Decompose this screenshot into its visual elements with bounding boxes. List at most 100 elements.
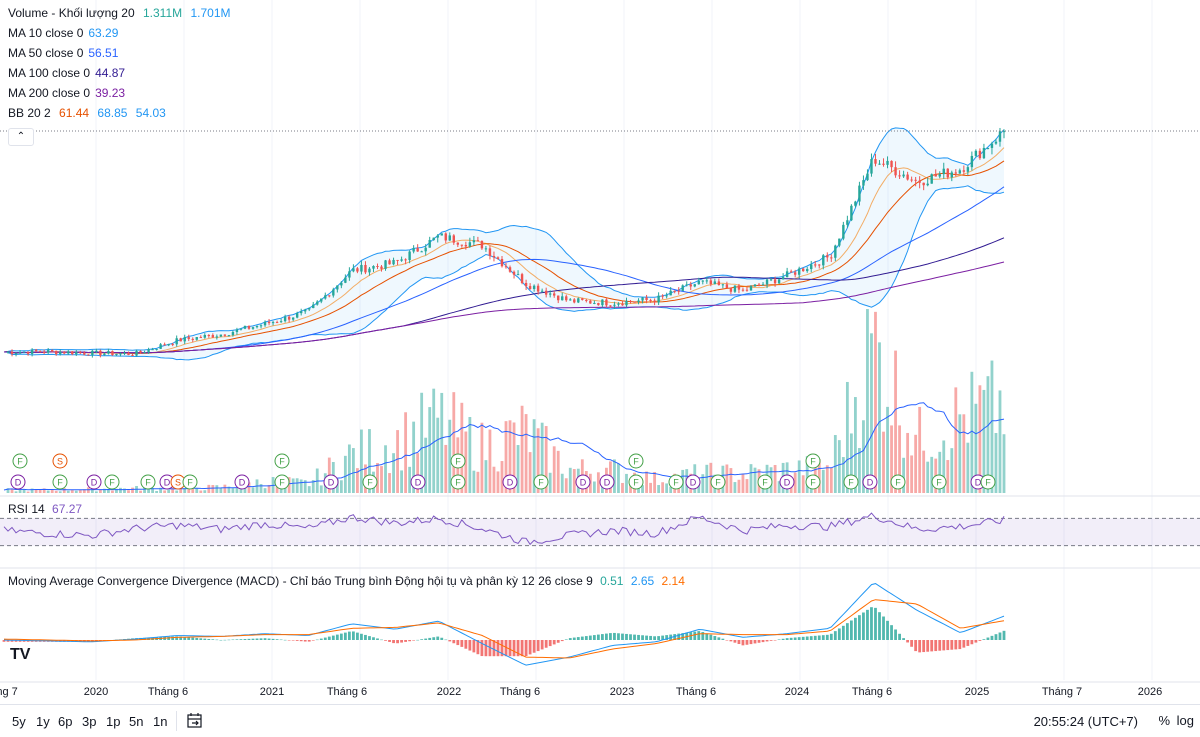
- candle-body: [609, 305, 612, 307]
- timezone-clock[interactable]: 20:55:24 (UTC+7): [1033, 714, 1138, 729]
- macd-histogram-bar: [392, 640, 395, 644]
- macd-histogram-bar: [773, 640, 777, 641]
- macd-histogram-bar: [777, 639, 781, 640]
- volume-bar: [661, 482, 665, 493]
- volume-bar: [504, 421, 508, 493]
- candle-body: [476, 240, 480, 242]
- macd-histogram-bar: [805, 636, 809, 640]
- volume-bar: [159, 487, 163, 493]
- macd-histogram-bar: [384, 640, 387, 641]
- event-marker-dividend: [323, 474, 339, 490]
- macd-histogram-bar: [18, 640, 22, 642]
- chart-canvas[interactable]: DF SF D F F D S F DFF D F DFF D F D DFF F D F F DFF F D F F D F: [0, 0, 1200, 704]
- candle-body: [1002, 131, 1006, 133]
- candle-body: [372, 266, 375, 269]
- candle-body: [986, 147, 990, 149]
- volume-bar: [886, 406, 889, 493]
- legend-collapse-button[interactable]: ⌃: [8, 128, 34, 146]
- macd-histogram-bar: [488, 640, 492, 657]
- macd-histogram-bar: [307, 640, 311, 642]
- macd-histogram-bar: [617, 633, 620, 640]
- macd-histogram-bar: [998, 632, 1002, 640]
- candle-body: [175, 338, 178, 345]
- candle-body: [500, 258, 504, 267]
- macd-histogram-bar: [596, 634, 600, 640]
- macd-histogram-bar: [588, 635, 592, 640]
- range-1n-button[interactable]: 1n: [153, 714, 168, 729]
- range-5y-button[interactable]: 5y: [12, 714, 26, 729]
- range-3p-button[interactable]: 3p: [82, 714, 97, 729]
- macd-histogram-bar: [890, 625, 893, 640]
- volume-bar: [98, 489, 102, 493]
- volume-bar: [797, 460, 801, 493]
- candle-body: [536, 285, 540, 292]
- volume-bar: [376, 463, 379, 493]
- legend-ma50-value: 56.51: [88, 46, 119, 60]
- macd-histogram-bar: [323, 637, 327, 640]
- macd-histogram-bar: [351, 631, 355, 640]
- macd-histogram-bar: [954, 640, 958, 650]
- volume-bar: [954, 387, 958, 493]
- range-5n-button[interactable]: 5n: [129, 714, 144, 729]
- candle-body: [842, 224, 845, 239]
- range-1p-button[interactable]: 1p: [106, 714, 121, 729]
- candle-body: [705, 280, 709, 282]
- candle-body: [348, 271, 351, 278]
- macd-histogram-bar: [958, 640, 962, 650]
- candle-body: [492, 255, 496, 258]
- volume-bar: [950, 448, 954, 493]
- candle-body: [259, 325, 263, 327]
- volume-bar: [962, 414, 966, 493]
- event-marker-earnings: [757, 474, 773, 490]
- candle-body: [669, 290, 672, 296]
- legend-ma200-name: MA 200 close 0: [8, 86, 91, 100]
- volume-bar: [572, 469, 576, 493]
- candle-body: [625, 300, 628, 306]
- log-scale-button[interactable]: log: [1176, 713, 1194, 728]
- macd-histogram-bar: [725, 640, 729, 641]
- candle-body: [942, 168, 945, 175]
- candle-body: [75, 352, 78, 355]
- event-marker-label: D: [415, 478, 422, 488]
- macd-histogram-bar: [906, 640, 910, 643]
- volume-bar: [978, 385, 982, 493]
- macd-histogram-bar: [572, 637, 576, 640]
- volume-bar: [404, 412, 408, 493]
- candle-body: [400, 259, 403, 261]
- candle-body: [179, 338, 182, 342]
- candle-body: [605, 299, 608, 306]
- candle-body: [267, 321, 271, 324]
- event-marker-dividend: [234, 474, 250, 490]
- candle-body: [18, 352, 22, 354]
- macd-histogram-bar: [914, 640, 918, 652]
- legend-ma10-name: MA 10 close 0: [8, 26, 84, 40]
- macd-histogram-bar: [472, 640, 476, 653]
- event-marker-label: D: [15, 478, 22, 488]
- macd-histogram-bar: [199, 638, 203, 640]
- candle-body: [131, 355, 134, 357]
- candle-body: [910, 179, 913, 181]
- tradingview-logo[interactable]: TV: [10, 646, 31, 663]
- macd-histogram-bar: [962, 640, 966, 648]
- macd-histogram-bar: [825, 634, 829, 640]
- volume-bar: [540, 422, 544, 493]
- macd-histogram-bar: [347, 631, 351, 640]
- macd-histogram-bar: [476, 640, 480, 655]
- candle-body: [866, 173, 869, 181]
- event-marker-dividend: [502, 474, 518, 490]
- event-marker-label: D: [507, 478, 514, 488]
- macd-histogram-bar: [769, 640, 773, 641]
- candle-body: [577, 298, 580, 303]
- candle-body: [561, 296, 564, 301]
- macd-histogram-bar: [721, 638, 725, 640]
- candle-body: [408, 251, 411, 261]
- volume-bar: [942, 440, 946, 493]
- macd-histogram-bar: [661, 635, 665, 640]
- candle-body: [797, 268, 801, 275]
- range-6p-button[interactable]: 6p: [58, 714, 73, 729]
- range-1y-button[interactable]: 1y: [36, 714, 50, 729]
- volume-bar: [22, 489, 26, 493]
- percent-scale-button[interactable]: %: [1158, 713, 1170, 728]
- calendar-goto-icon[interactable]: [186, 712, 204, 730]
- volume-bar: [649, 482, 652, 493]
